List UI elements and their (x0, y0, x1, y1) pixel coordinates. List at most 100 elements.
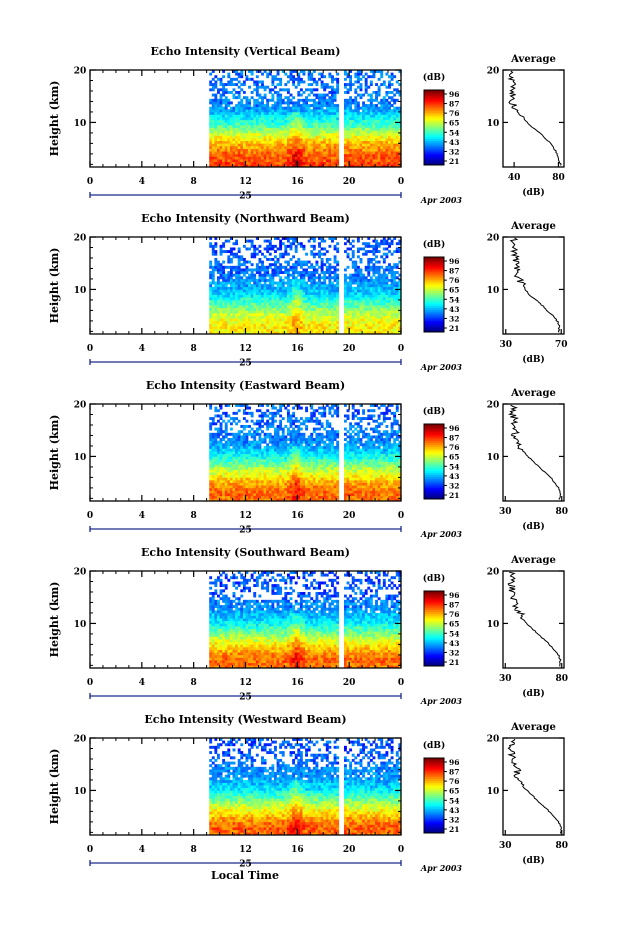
heatmap-cell (292, 263, 296, 267)
heatmap-cell (281, 127, 285, 131)
colorbar-segment (424, 320, 444, 324)
heatmap-cell (323, 252, 327, 256)
heatmap-cell (299, 109, 303, 113)
heatmap-cell (349, 80, 353, 84)
heatmap-cell (266, 140, 270, 144)
heatmap-cell (286, 161, 290, 165)
heatmap-cell (369, 159, 373, 163)
heatmap-cell (323, 156, 327, 160)
heatmap-cell (320, 138, 324, 142)
heatmap-cell (359, 292, 363, 295)
heatmap-cell (375, 109, 378, 113)
heatmap-cell (325, 284, 329, 288)
heatmap-cell (356, 289, 360, 293)
heatmap-cell (299, 122, 303, 126)
heatmap-cell (268, 247, 272, 251)
heatmap-cell (209, 424, 213, 428)
heatmap-cell (253, 299, 257, 303)
heatmap-cell (294, 117, 298, 121)
heatmap-cell (328, 244, 332, 248)
heatmap-cell (219, 77, 223, 81)
heatmap-cell (216, 461, 220, 465)
heatmap-cell (331, 90, 334, 94)
heatmap-cell (240, 106, 244, 110)
heatmap-cell (222, 305, 226, 309)
heatmap-cell (266, 313, 270, 316)
heatmap-cell (388, 156, 391, 160)
heatmap-cell (276, 286, 280, 290)
heatmap-cell (307, 135, 311, 139)
heatmap-cell (385, 90, 389, 94)
heatmap-cell (349, 130, 353, 134)
heatmap-cell (380, 286, 384, 290)
heatmap-cell (351, 302, 355, 306)
heatmap-cell (395, 156, 399, 160)
heatmap-cell (274, 132, 277, 136)
heatmap-cell (222, 323, 226, 327)
heatmap-cell (388, 320, 391, 324)
heatmap-cell (268, 156, 272, 160)
heatmap-cell (255, 88, 259, 92)
heatmap-cell (286, 278, 290, 282)
heatmap-cell (248, 278, 251, 282)
heatmap-cell (364, 328, 368, 332)
heatmap-cell (294, 250, 298, 254)
heatmap-cell (336, 117, 340, 121)
heatmap-cell (375, 313, 378, 316)
heatmap-cell (333, 119, 337, 123)
heatmap-cell (211, 292, 215, 295)
heatmap-cell (382, 151, 386, 155)
x-tick-label: 4 (139, 177, 145, 187)
heatmap-cell (216, 443, 220, 447)
heatmap-cell (209, 146, 213, 149)
heatmap-cell (216, 477, 220, 481)
heatmap-cell (297, 130, 301, 134)
heatmap-cell (377, 159, 381, 163)
heatmap-cell (235, 302, 239, 306)
heatmap-cell (390, 114, 394, 118)
heatmap-cell (250, 130, 254, 134)
heatmap-cell (214, 427, 218, 431)
colorbar-segment (424, 285, 444, 288)
heatmap-cell (229, 247, 233, 251)
heatmap-cell (227, 440, 231, 444)
heatmap-cell (297, 289, 301, 293)
heatmap-cell (209, 477, 213, 481)
heatmap-cell (274, 289, 277, 293)
heatmap-cell (375, 289, 378, 293)
heatmap-cell (276, 331, 280, 335)
date-month-year-label: Apr 2003 (420, 362, 463, 372)
heatmap-cell (258, 286, 262, 290)
heatmap-cell (299, 138, 303, 142)
heatmap-cell (328, 119, 332, 123)
heatmap-cell (390, 239, 394, 243)
heatmap-cell (214, 265, 218, 269)
colorbar-segment (424, 260, 444, 264)
heatmap-cell (343, 268, 347, 272)
heatmap-cell (320, 101, 324, 105)
heatmap-cell (310, 159, 314, 163)
heatmap-cell (255, 315, 259, 319)
heatmap-cell (227, 474, 231, 478)
heatmap-cell (318, 96, 321, 100)
heatmap-cell (390, 130, 394, 134)
heatmap-cell (336, 148, 340, 152)
heatmap-cell (219, 328, 223, 332)
heatmap-cell (380, 299, 384, 303)
heatmap-cell (274, 125, 277, 128)
heatmap-cell (354, 305, 358, 309)
heatmap-cell (343, 278, 347, 282)
heatmap-cell (214, 466, 218, 470)
heatmap-cell (351, 151, 355, 155)
heatmap-cell (209, 445, 213, 449)
heatmap-cell (356, 265, 360, 269)
heatmap-cell (307, 302, 311, 306)
heatmap-cell (237, 438, 241, 441)
heatmap-cell (232, 307, 236, 311)
heatmap-cell (211, 320, 215, 324)
heatmap-cell (253, 305, 257, 309)
heatmap-cell (325, 148, 329, 152)
heatmap-cell (222, 109, 226, 113)
heatmap-cell (312, 276, 316, 280)
heatmap-cell (375, 135, 378, 139)
